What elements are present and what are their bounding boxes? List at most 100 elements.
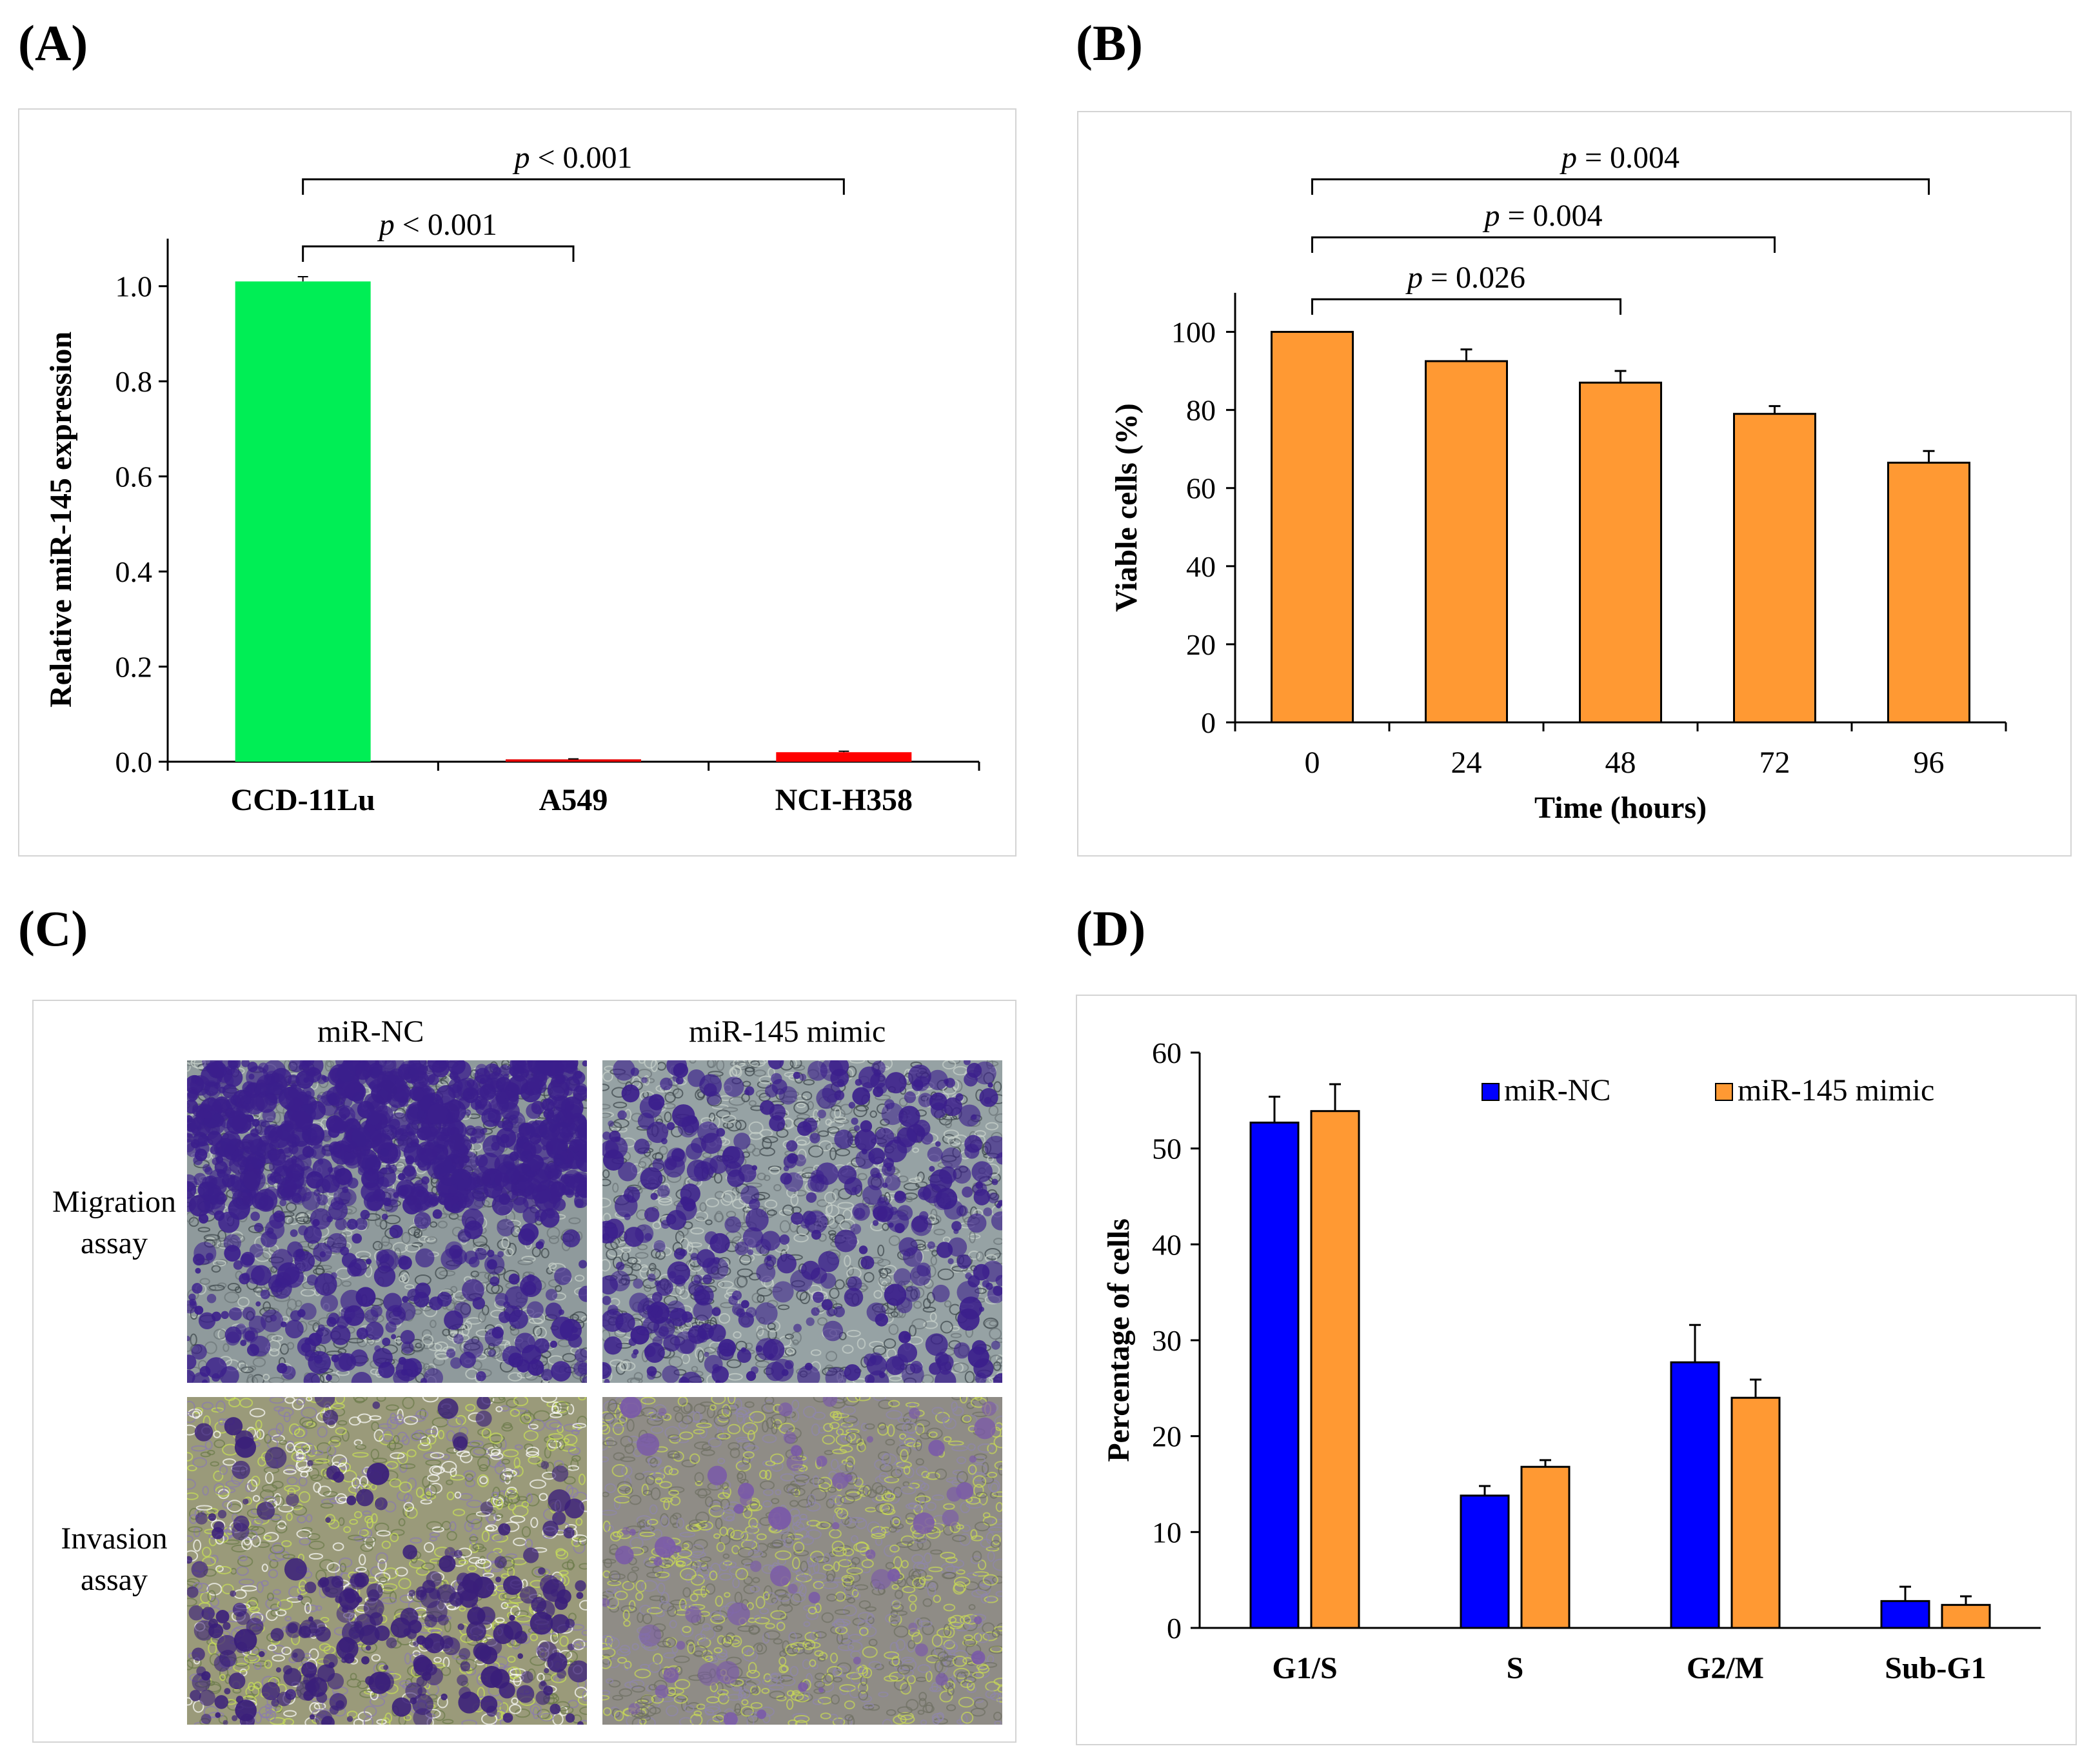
cell-outline [226,1500,243,1512]
stained-cell [406,1629,417,1640]
cell-outline [510,1408,520,1417]
stained-cell [269,1149,286,1166]
cell-outline [983,1317,998,1329]
cell-outline [720,1302,734,1309]
cell-outline [312,1450,324,1456]
stained-cell [756,1263,776,1283]
stained-cell [956,1254,971,1269]
cell-outline [330,1436,342,1443]
cell-outline [324,1060,332,1072]
stained-cell [476,1171,491,1187]
stained-cell [565,1713,575,1723]
stained-cell [235,1641,248,1654]
bar-a-a549 [506,759,641,762]
stained-cell [697,1121,719,1144]
cell-outline [937,1268,955,1280]
stained-cell [391,1334,397,1340]
cell-outline [268,1348,280,1357]
x-label-a-a549: A549 [539,783,608,817]
cell-outline [193,1539,202,1552]
cell-outline [793,1189,807,1197]
stained-cell [275,1667,282,1673]
cell-outline [837,1202,854,1209]
stained-cell [331,1354,339,1363]
cell-outline [268,1569,279,1579]
stained-cell [374,1497,388,1511]
cell-outline [206,1449,215,1456]
stained-cell [867,1173,884,1191]
significance-bracket-b-1 [1311,298,1621,315]
cell-outline [223,1343,230,1353]
cell-outline [375,1217,382,1227]
stained-cell [913,1119,931,1137]
stained-cell [508,1075,528,1095]
cell-outline [736,1412,745,1424]
stained-cell [303,1077,309,1083]
stained-cell [927,1069,948,1091]
x-label-b-48: 48 [1605,746,1636,780]
cell-outline [842,1605,857,1616]
stained-cell [551,1316,575,1340]
cell-outline [717,1635,726,1645]
cell-outline [283,1411,291,1423]
stained-cell [496,1090,519,1113]
stained-cell [971,1161,993,1182]
cell-outline [490,1452,504,1460]
stained-cell [407,1189,431,1213]
stained-cell [552,1511,566,1525]
stained-cell [513,1163,532,1182]
bar-a-nci-h358 [776,752,912,762]
cell-outline [532,1706,540,1719]
stained-cell [491,1194,513,1216]
stained-cell [662,1365,680,1383]
stained-cell [357,1166,367,1176]
cell-outline [299,1537,311,1546]
stained-cell [403,1067,411,1075]
cell-outline [757,1294,765,1303]
cell-outline [422,1451,440,1460]
micrograph-invasion-mir-145-mimic [602,1397,1002,1725]
stained-cell [724,1216,742,1233]
stained-cell [551,1361,571,1382]
cell-outline [191,1445,207,1452]
cell-outline [206,1583,223,1596]
stained-cell [457,1579,479,1601]
cell-outline [953,1650,968,1660]
stained-cell [604,1336,622,1355]
cell-outline [494,1718,502,1725]
cell-outline [427,1474,440,1482]
cell-outline [835,1148,851,1156]
cell-outline [718,1313,731,1324]
y-tick-label-b-3: 60 [1186,472,1216,505]
y-tick-label-a-3: 0.6 [115,461,153,493]
cell-outline [681,1353,690,1364]
cell-outline [672,1451,684,1462]
cell-outline [196,1583,210,1594]
cell-outline [295,1455,310,1461]
stained-cell [967,1213,987,1233]
cell-outline [548,1235,559,1244]
cell-outline [261,1580,269,1587]
cell-outline [699,1425,708,1438]
cell-outline [256,1541,270,1549]
stained-cell [973,1358,994,1379]
cell-outline [403,1416,419,1425]
stained-cell [310,1208,332,1230]
stained-cell [575,1580,586,1592]
stained-cell [551,1465,569,1482]
stained-cell [848,1102,856,1109]
cell-outline [430,1221,438,1228]
stained-cell [187,1133,193,1143]
cell-outline [316,1442,332,1454]
significance-bracket-a-1 [302,245,575,262]
cell-outline [836,1662,852,1674]
cell-outline [993,1711,1002,1721]
stained-cell [195,1078,204,1086]
stained-cell [502,1345,522,1365]
stained-cell [204,1194,226,1216]
stained-cell [996,1152,1002,1165]
cell-outline [764,1199,778,1209]
cell-outline [911,1318,927,1330]
stained-cell [415,1586,427,1598]
micrograph-migration-mir-nc [187,1060,587,1383]
